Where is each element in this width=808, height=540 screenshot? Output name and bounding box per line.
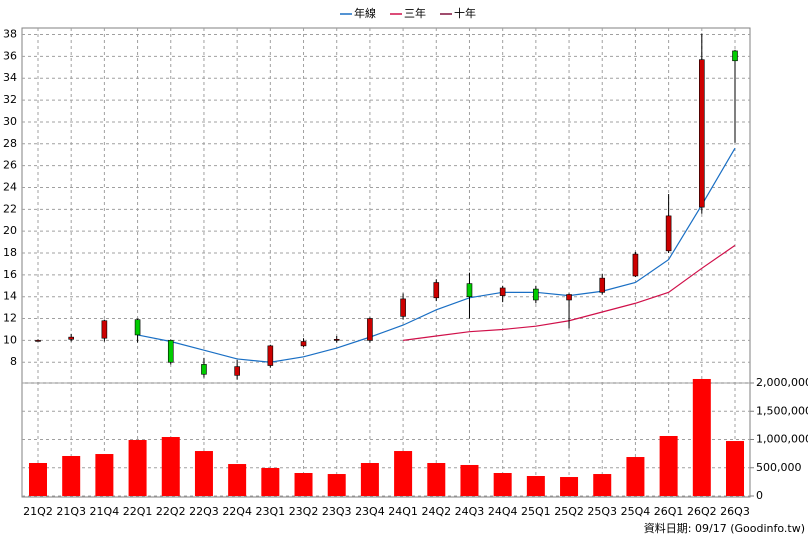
volume-bar — [526, 475, 545, 496]
y-tick-label: 10 — [3, 333, 17, 346]
y-tick-label: 24 — [3, 180, 17, 193]
volume-bar — [161, 437, 180, 496]
volume-bar — [692, 378, 711, 496]
y-tick-label: 18 — [3, 246, 17, 259]
volume-bar — [659, 435, 678, 496]
plot-frame — [21, 27, 751, 498]
x-tick-label: 24Q2 — [421, 505, 451, 518]
candle-body — [400, 298, 406, 317]
x-tick-label: 21Q2 — [23, 505, 53, 518]
ma-line — [137, 147, 736, 363]
volume-bar — [327, 474, 346, 496]
candle-body — [234, 366, 240, 376]
candle-body — [68, 336, 74, 340]
y-tick-label: 14 — [3, 290, 17, 303]
candle-body — [201, 364, 207, 375]
x-tick-label: 22Q3 — [189, 505, 219, 518]
y-tick-label: 30 — [3, 115, 17, 128]
candle-body — [267, 345, 274, 366]
legend-label: 十年 — [454, 6, 476, 20]
candle-body — [333, 339, 340, 341]
x-tick-label: 22Q1 — [123, 505, 153, 518]
x-tick-label: 23Q4 — [355, 505, 385, 518]
volume-bar — [360, 463, 379, 496]
volume-bar — [62, 455, 81, 496]
volume-bar — [194, 451, 213, 496]
candle-body — [167, 340, 174, 363]
x-tick-label: 23Q3 — [322, 505, 352, 518]
volume-bar — [394, 451, 413, 496]
x-tick-label: 23Q2 — [289, 505, 319, 518]
volume-bar — [29, 463, 47, 496]
candle-body — [533, 288, 539, 301]
volume-bar — [95, 454, 114, 496]
y-tick-label: 38 — [3, 28, 17, 41]
x-tick-label: 26Q3 — [720, 505, 750, 518]
y2-tick-label: 1,000,000 — [756, 433, 808, 446]
y-tick-label: 12 — [3, 312, 17, 325]
x-tick-label: 25Q3 — [587, 505, 617, 518]
x-tick-label: 24Q1 — [388, 505, 418, 518]
volume-bar — [593, 474, 612, 496]
y2-tick-label: 500,000 — [756, 461, 802, 474]
candle-body — [367, 318, 373, 341]
candle-body — [433, 282, 440, 299]
candle-body — [499, 287, 506, 296]
candle-body — [599, 277, 606, 293]
y-tick-label: 8 — [10, 355, 17, 368]
candle-body — [566, 294, 572, 301]
y-tick-label: 32 — [3, 93, 17, 106]
x-tick-label: 21Q3 — [56, 505, 86, 518]
candle-body — [101, 320, 108, 339]
x-tick-label: 22Q2 — [156, 505, 186, 518]
x-tick-label: 21Q4 — [90, 505, 120, 518]
y2-tick-label: 1,500,000 — [756, 404, 808, 417]
x-tick-label: 22Q4 — [222, 505, 252, 518]
y2-tick-label: 2,000,000 — [756, 376, 808, 389]
volume-bar — [493, 473, 512, 496]
volume-bar — [427, 463, 446, 496]
volume-bar — [560, 477, 579, 496]
candle-body — [699, 59, 705, 208]
x-tick-label: 26Q2 — [687, 505, 717, 518]
y-tick-label: 16 — [3, 268, 17, 281]
footer: 資料日期: 09/17 (Goodinfo.tw) — [644, 521, 805, 535]
candle-body — [665, 215, 672, 252]
x-tick-label: 23Q1 — [256, 505, 286, 518]
y2-tick-label: 0 — [756, 489, 763, 502]
x-tick-label: 24Q3 — [455, 505, 485, 518]
legend-label: 三年 — [404, 6, 426, 20]
y-tick-label: 34 — [3, 71, 17, 84]
candle-body — [134, 319, 141, 336]
x-tick-label: 24Q4 — [488, 505, 518, 518]
y-tick-label: 26 — [3, 159, 17, 172]
volume-bar — [261, 467, 280, 496]
volume-bar — [228, 464, 247, 496]
x-tick-label: 26Q1 — [654, 505, 684, 518]
y-tick-label: 22 — [3, 202, 17, 215]
volume-bar — [128, 440, 147, 496]
candle-body — [35, 340, 41, 342]
y-tick-label: 28 — [3, 137, 17, 150]
legend-label: 年線 — [354, 6, 376, 20]
candle-body — [466, 283, 473, 298]
volume-bar — [726, 441, 744, 496]
candle-body — [632, 253, 639, 277]
volume-bar — [294, 473, 313, 496]
x-tick-label: 25Q1 — [521, 505, 551, 518]
y-tick-label: 20 — [3, 224, 17, 237]
candle-body — [732, 50, 738, 62]
volume-bar — [626, 457, 645, 496]
volume-bar — [460, 464, 479, 496]
y-tick-label: 36 — [3, 49, 17, 62]
x-tick-label: 25Q4 — [621, 505, 651, 518]
candle-body — [300, 341, 307, 347]
x-tick-label: 25Q2 — [554, 505, 584, 518]
